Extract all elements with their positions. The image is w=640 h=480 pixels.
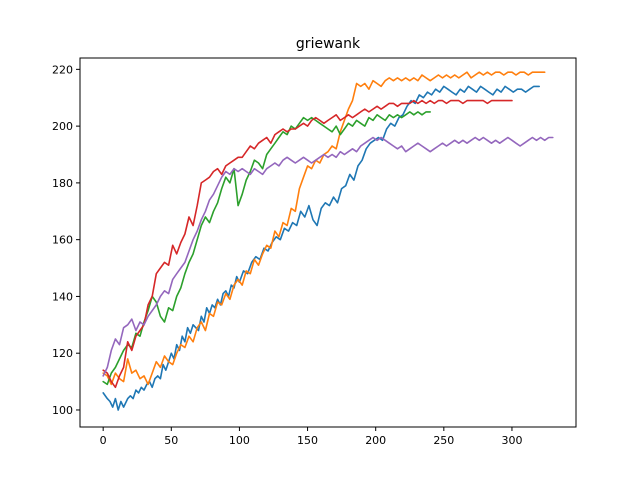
y-tick-label: 140 (52, 290, 73, 303)
x-tick-label: 150 (297, 434, 318, 447)
series-line-3 (102, 111, 432, 386)
y-tick-label: 220 (52, 63, 73, 76)
y-tick-label: 100 (52, 404, 73, 417)
series-layer (102, 71, 554, 411)
chart-title: griewank (296, 36, 361, 52)
y-tick-label: 120 (52, 347, 73, 360)
ticks-layer: 0 50 100 150 200 250 300 100 120 140 160 180 200 220 (52, 63, 522, 447)
x-tick-label: 50 (164, 434, 178, 447)
y-tick-label: 200 (52, 120, 73, 133)
x-tick-label: 300 (501, 434, 522, 447)
series-line-5 (102, 136, 554, 377)
x-tick-label: 0 (100, 434, 107, 447)
axes-frame (79, 57, 577, 428)
series-line-1 (102, 85, 541, 411)
series-line-2 (102, 71, 546, 386)
x-tick-label: 100 (229, 434, 250, 447)
x-tick-label: 250 (433, 434, 454, 447)
x-tick-label: 200 (365, 434, 386, 447)
series-line-4 (102, 99, 513, 389)
y-tick-label: 180 (52, 177, 73, 190)
y-tick-label: 160 (52, 234, 73, 247)
